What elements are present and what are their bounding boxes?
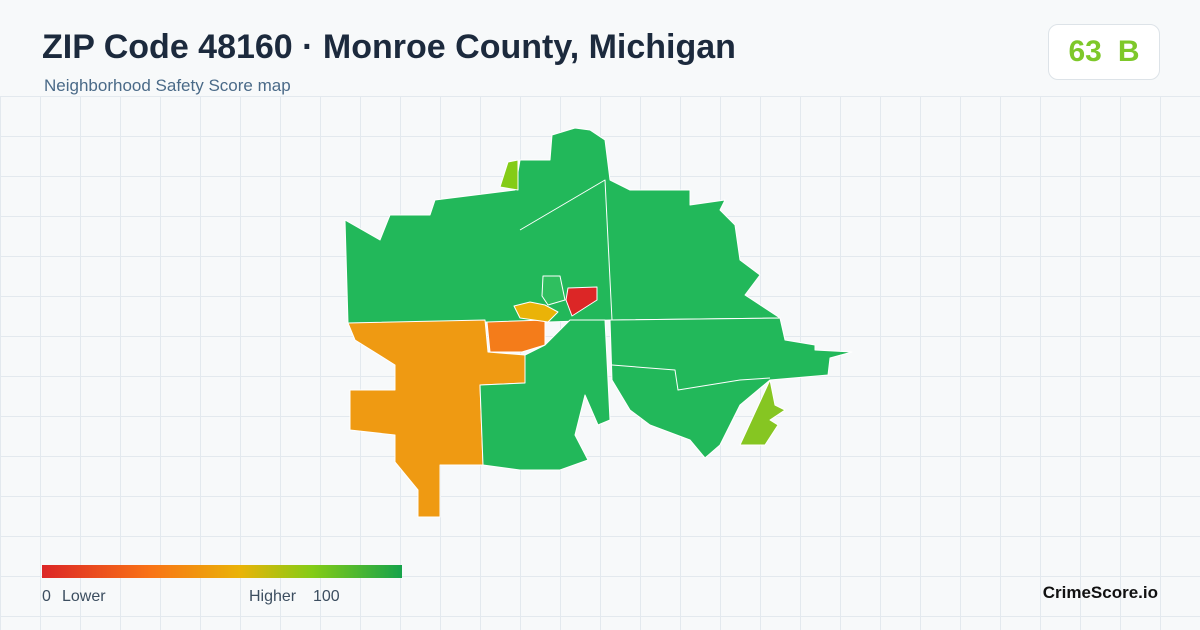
area-east bbox=[609, 317, 853, 459]
area-center-red bbox=[565, 286, 598, 317]
legend-gradient bbox=[42, 565, 402, 578]
legend-max-label: Higher bbox=[249, 588, 297, 605]
grade: B bbox=[1117, 35, 1140, 68]
subtitle: Neighborhood Safety Score map bbox=[44, 76, 291, 95]
area-south bbox=[479, 319, 611, 471]
area-center-west bbox=[486, 319, 546, 353]
legend-min: 0 bbox=[42, 588, 51, 605]
score-badge: 63 B bbox=[1048, 24, 1160, 80]
legend-min-label: Lower bbox=[62, 588, 106, 605]
area-north-small bbox=[499, 159, 519, 191]
title: ZIP Code 48160 · Monroe County, Michigan bbox=[42, 28, 736, 66]
legend-max: 100 bbox=[313, 588, 340, 605]
brand: CrimeScore.io bbox=[1042, 583, 1158, 602]
area-center-yellow bbox=[513, 301, 559, 323]
boundary bbox=[519, 179, 613, 321]
area-southeast bbox=[739, 379, 786, 446]
boundary bbox=[611, 364, 771, 391]
area-center-north bbox=[541, 275, 566, 306]
score: 63 bbox=[1068, 35, 1102, 68]
